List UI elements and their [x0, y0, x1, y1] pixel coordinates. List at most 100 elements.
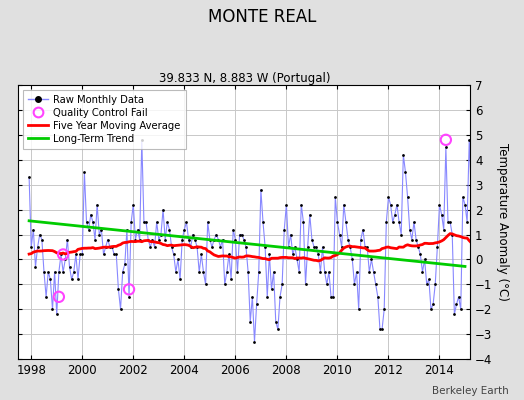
Point [210, 236, 219, 243]
Point [157, 231, 165, 238]
Point [27, 244, 36, 250]
Point [191, 236, 199, 243]
Point [301, 281, 310, 288]
Point [42, 294, 50, 300]
Point [129, 202, 137, 208]
Point [429, 301, 438, 308]
Point [233, 269, 242, 275]
Point [68, 276, 76, 282]
Point [212, 231, 221, 238]
Point [114, 286, 123, 292]
Point [335, 231, 344, 238]
Point [393, 202, 401, 208]
Point [203, 219, 212, 225]
Point [146, 244, 155, 250]
Point [121, 261, 129, 268]
Point [227, 276, 235, 282]
Point [133, 226, 141, 233]
Point [285, 244, 293, 250]
Point [289, 251, 297, 258]
Point [250, 338, 259, 345]
Point [29, 226, 38, 233]
Point [452, 301, 461, 308]
Point [199, 269, 208, 275]
Point [61, 256, 70, 263]
Point [106, 244, 114, 250]
Point [420, 256, 429, 263]
Point [239, 236, 248, 243]
Point [438, 211, 446, 218]
Point [297, 202, 305, 208]
Point [348, 256, 356, 263]
Point [95, 231, 103, 238]
Point [295, 269, 303, 275]
Point [244, 269, 253, 275]
Point [253, 301, 261, 308]
Point [219, 236, 227, 243]
Point [261, 244, 269, 250]
Point [174, 256, 182, 263]
Point [408, 236, 416, 243]
Point [237, 231, 246, 238]
Point [84, 226, 93, 233]
Point [458, 194, 467, 200]
Point [390, 211, 399, 218]
Point [38, 236, 46, 243]
Point [314, 251, 322, 258]
Point [463, 219, 471, 225]
Point [152, 219, 161, 225]
Point [259, 219, 267, 225]
Point [184, 236, 193, 243]
Point [369, 269, 378, 275]
Point [86, 211, 95, 218]
Point [346, 244, 354, 250]
Point [395, 219, 403, 225]
Point [382, 219, 390, 225]
Point [329, 294, 337, 300]
Point [248, 294, 257, 300]
Point [350, 281, 358, 288]
Point [384, 194, 392, 200]
Point [116, 306, 125, 312]
Point [274, 326, 282, 332]
Point [93, 202, 101, 208]
Point [337, 244, 346, 250]
Point [123, 226, 131, 233]
Point [267, 286, 276, 292]
Point [397, 231, 406, 238]
Point [271, 318, 280, 325]
Point [257, 186, 265, 193]
Point [355, 306, 363, 312]
Point [78, 251, 86, 258]
Point [316, 269, 324, 275]
Point [374, 294, 382, 300]
Point [112, 251, 121, 258]
Point [442, 137, 450, 143]
Point [424, 276, 433, 282]
Point [214, 236, 223, 243]
Point [461, 202, 469, 208]
Point [138, 137, 146, 143]
Point [327, 294, 335, 300]
Point [427, 306, 435, 312]
Point [182, 219, 191, 225]
Point [50, 269, 59, 275]
Point [246, 318, 255, 325]
Point [48, 306, 57, 312]
Point [287, 231, 295, 238]
Point [342, 219, 350, 225]
Point [412, 236, 420, 243]
Point [446, 219, 454, 225]
Point [176, 276, 184, 282]
Point [136, 236, 144, 243]
Point [59, 269, 67, 275]
Point [367, 256, 376, 263]
Point [229, 226, 237, 233]
Point [280, 226, 288, 233]
Point [187, 244, 195, 250]
Point [57, 251, 65, 258]
Point [180, 226, 189, 233]
Point [63, 236, 72, 243]
Point [378, 326, 386, 332]
Title: 39.833 N, 8.883 W (Portugal): 39.833 N, 8.883 W (Portugal) [159, 72, 330, 85]
